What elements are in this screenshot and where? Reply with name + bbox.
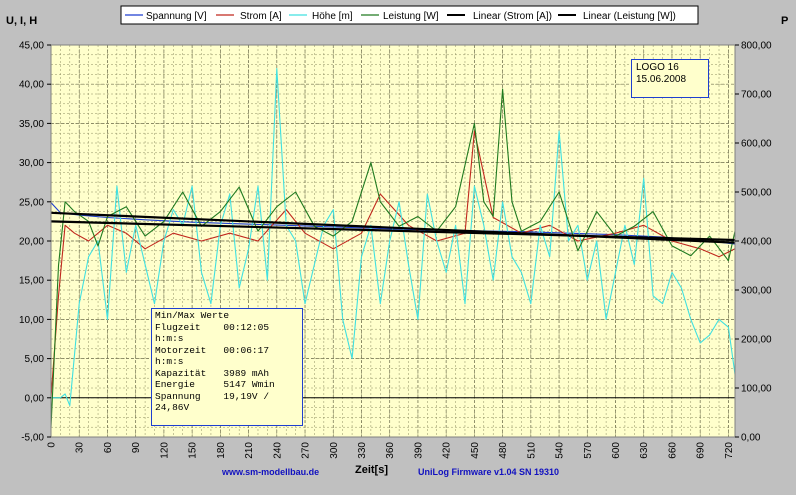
x-tick-label: 90	[131, 442, 142, 454]
x-tick-label: 30	[75, 442, 86, 454]
stat-row-spannung: Spannung 19,19V /	[155, 390, 270, 402]
y-left-tick-label: 10,00	[19, 315, 44, 326]
x-tick-label: 720	[724, 442, 735, 459]
right-axis-title: P	[781, 15, 788, 27]
legend-label: Strom [A]	[240, 11, 282, 22]
y-right-tick-label: 600,00	[741, 139, 772, 150]
logo-model: LOGO 16	[636, 62, 679, 73]
axes: -5,00 0,00 5,00 10,00 15,00 20,00 25,00 30,00 35…	[19, 41, 772, 459]
x-tick-label: 300	[329, 442, 340, 459]
stat-row-energie: Energie 5147 Wmin	[155, 379, 275, 390]
y-right-tick-label: 800,00	[741, 41, 772, 52]
left-axis-title: U, I, H	[6, 15, 37, 27]
x-tick-label: 0	[47, 442, 58, 448]
legend-label: Höhe [m]	[312, 11, 353, 22]
x-tick-label: 180	[216, 442, 227, 459]
footer-website: www.sm-modellbau.de	[221, 467, 319, 477]
y-left-tick-label: -5,00	[21, 433, 44, 444]
x-tick-label: 210	[244, 442, 255, 459]
logo-date: 15.06.2008	[636, 74, 687, 85]
x-tick-label: 390	[413, 442, 424, 459]
legend-label: Linear (Leistung [W])	[583, 11, 676, 22]
stat-row-flugzeit-unit: h:m:s	[155, 333, 184, 344]
x-tick-label: 270	[301, 442, 312, 459]
x-axis-title: Zeit[s]	[355, 464, 388, 476]
x-tick-label: 240	[272, 442, 283, 459]
y-right-tick-label: 700,00	[741, 90, 772, 101]
x-tick-label: 510	[526, 442, 537, 459]
x-tick-label: 600	[611, 442, 622, 459]
x-tick-label: 420	[442, 442, 453, 459]
y-left-tick-label: 0,00	[25, 393, 45, 404]
y-left-tick-label: 45,00	[19, 41, 44, 52]
y-left-tick-label: 35,00	[19, 119, 44, 130]
x-tick-label: 60	[103, 442, 114, 454]
x-tick-label: 450	[470, 442, 481, 459]
stat-row-motorzeit: Motorzeit 00:06:17	[155, 344, 270, 356]
y-left-tick-label: 15,00	[19, 276, 44, 287]
x-tick-label: 120	[159, 442, 170, 459]
x-tick-label: 570	[583, 442, 594, 459]
series-line-linear-leistung-w	[50, 220, 736, 242]
legend-label: Linear (Strom [A])	[473, 11, 552, 22]
series-line-leistung-w	[50, 88, 736, 428]
series-group	[50, 67, 736, 428]
x-tick-label: 690	[696, 442, 707, 459]
y-right-tick-label: 200,00	[741, 335, 772, 346]
series-line-h-he-m	[51, 67, 736, 407]
y-right-tick-label: 400,00	[741, 237, 772, 248]
stat-row-spannung-max: 24,86V	[155, 402, 190, 413]
min-max-box: Min/Max Werte Flugzeit 00:12:05 h:m:s Mo…	[151, 308, 303, 426]
series-line-strom-a	[50, 130, 736, 398]
y-left-tick-label: 30,00	[19, 158, 44, 169]
x-tick-label: 360	[385, 442, 396, 459]
y-left-tick-label: 25,00	[19, 197, 44, 208]
y-right-tick-label: 0,00	[741, 433, 761, 444]
x-tick-label: 330	[357, 442, 368, 459]
y-left-tick-label: 40,00	[19, 80, 44, 91]
y-right-tick-label: 100,00	[741, 384, 772, 395]
x-tick-label: 540	[555, 442, 566, 459]
logo-box: LOGO 16 15.06.2008	[631, 59, 709, 98]
x-tick-label: 480	[498, 442, 509, 459]
x-tick-label: 660	[668, 442, 679, 459]
legend-label: Spannung [V]	[146, 11, 207, 22]
stat-row-motorzeit-unit: h:m:s	[155, 356, 184, 367]
y-left-tick-label: 5,00	[25, 354, 45, 365]
y-right-tick-label: 300,00	[741, 286, 772, 297]
x-tick-label: 630	[639, 442, 650, 459]
legend: Spannung [V] Strom [A] Höhe [m] Leistung [W…	[120, 5, 699, 25]
x-tick-label: 150	[188, 442, 199, 459]
y-right-tick-label: 500,00	[741, 188, 772, 199]
legend-label: Leistung [W]	[383, 11, 439, 22]
y-left-tick-label: 20,00	[19, 237, 44, 248]
min-max-title: Min/Max Werte	[155, 310, 230, 321]
footer-firmware: UniLog Firmware v1.04 SN 19310	[418, 467, 559, 477]
stat-row-flugzeit: Flugzeit 00:12:05	[155, 321, 270, 333]
legend-box	[120, 5, 699, 25]
stat-row-kapazitaet: Kapazität 3989 mAh	[155, 367, 270, 379]
